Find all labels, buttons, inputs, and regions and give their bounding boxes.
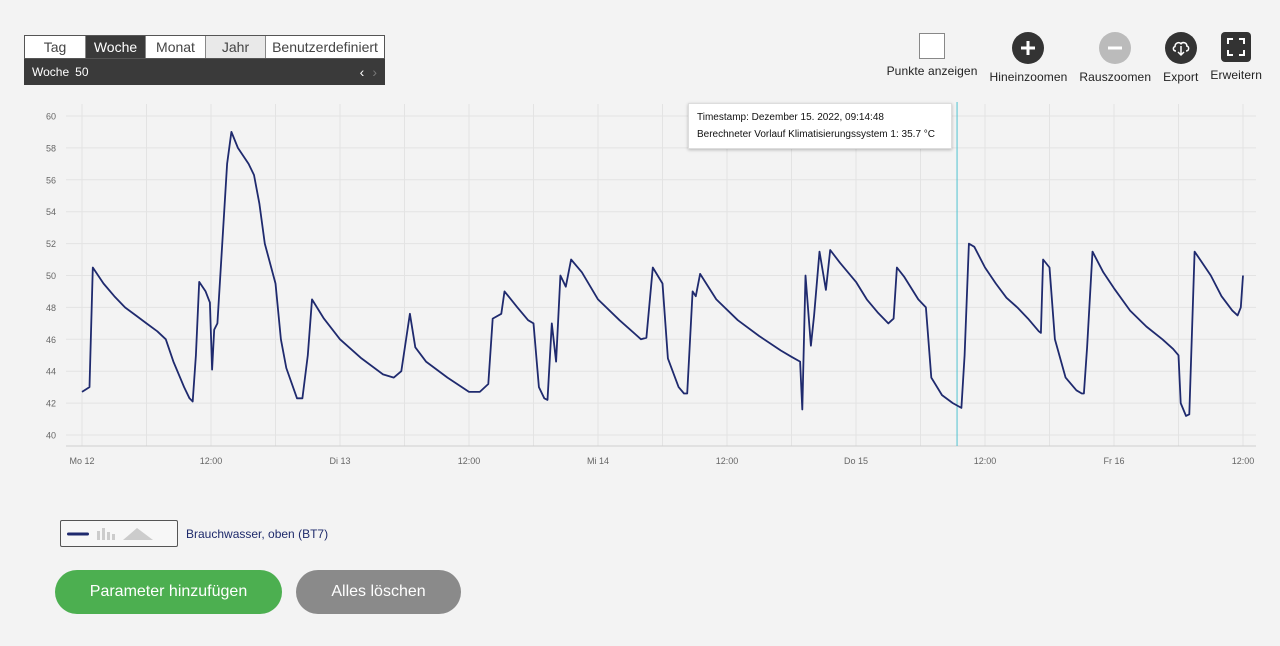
tab-month[interactable]: Monat: [146, 36, 206, 58]
expand-icon: [1221, 32, 1252, 62]
minus-icon: [1099, 32, 1132, 64]
plus-icon: [1012, 32, 1045, 64]
series-line: [81, 131, 1244, 417]
export-label: Export: [1163, 70, 1199, 84]
chevron-left-icon[interactable]: ‹: [359, 64, 365, 80]
x-tick-label: Do 15: [844, 456, 868, 466]
tooltip-timestamp: Timestamp: Dezember 15. 2022, 09:14:48: [697, 112, 884, 123]
week-navigator: Woche 50 ‹ ›: [24, 59, 385, 85]
x-tick-label: 12:00: [200, 456, 223, 466]
add-parameter-button[interactable]: Parameter hinzufügen: [55, 570, 282, 614]
range-tabs: Tag Woche Monat Jahr Benutzerdefiniert: [24, 35, 385, 59]
x-tick-label: 12:00: [974, 456, 997, 466]
chart-legend: Brauchwasser, oben (BT7): [60, 520, 328, 547]
tab-week[interactable]: Woche: [86, 36, 146, 58]
tooltip-value: Berechneter Vorlauf Klimatisierungssyste…: [697, 129, 935, 140]
y-tick-label: 60: [46, 112, 56, 122]
x-tick-label: 12:00: [1232, 456, 1255, 466]
y-tick-label: 42: [46, 399, 56, 409]
show-points-toggle[interactable]: Punkte anzeigen: [887, 32, 978, 84]
y-tick-label: 46: [46, 335, 56, 345]
chevron-right-icon[interactable]: ›: [372, 64, 377, 80]
chart-type-icons: [67, 527, 153, 540]
y-tick-label: 56: [46, 175, 56, 185]
chart-tooltip: Timestamp: Dezember 15. 2022, 09:14:48 B…: [688, 103, 952, 149]
tab-custom[interactable]: Benutzerdefiniert: [272, 39, 378, 55]
tab-year[interactable]: Jahr: [206, 36, 266, 58]
y-tick-label: 50: [46, 271, 56, 281]
y-tick-label: 44: [46, 367, 56, 377]
week-number: 50: [75, 65, 89, 79]
y-tick-label: 54: [46, 207, 56, 217]
range-selector: Tag Woche Monat Jahr Benutzerdefiniert W…: [24, 35, 385, 85]
expand-label: Erweitern: [1210, 68, 1262, 82]
checkbox-icon[interactable]: [919, 33, 946, 59]
line-chart[interactable]: 40 42 44 46 48 50 52 54 56 58 60 Mo 12 12:00 Di 13 12:…: [0, 100, 1280, 480]
export-button[interactable]: Export: [1163, 32, 1198, 84]
x-tick-label: Fr 16: [1103, 456, 1124, 466]
week-label: Woche: [32, 65, 70, 79]
cloud-download-icon: [1164, 32, 1197, 64]
x-tick-label: Mo 12: [69, 456, 94, 466]
show-points-label: Punkte anzeigen: [886, 64, 978, 78]
chart-toolbar: Punkte anzeigen Hineinzoomen Rauszoomen …: [887, 32, 1262, 84]
y-tick-label: 58: [46, 143, 56, 153]
x-tick-label: 12:00: [458, 456, 481, 466]
zoom-in-button[interactable]: Hineinzoomen: [989, 32, 1067, 84]
y-tick-label: 52: [46, 239, 56, 249]
zoom-out-button[interactable]: Rauszoomen: [1079, 32, 1151, 84]
expand-button[interactable]: Erweitern: [1210, 32, 1262, 84]
x-tick-label: 12:00: [716, 456, 739, 466]
y-tick-label: 48: [46, 303, 56, 313]
x-tick-label: Di 13: [329, 456, 350, 466]
tab-day[interactable]: Tag: [25, 36, 86, 58]
legend-style-toggle[interactable]: [60, 520, 178, 547]
zoom-in-label: Hineinzoomen: [989, 70, 1068, 84]
zoom-out-label: Rauszoomen: [1079, 70, 1152, 84]
clear-all-button[interactable]: Alles löschen: [296, 570, 461, 614]
legend-label: Brauchwasser, oben (BT7): [186, 526, 329, 541]
y-tick-label: 40: [46, 431, 56, 441]
x-tick-label: Mi 14: [587, 456, 609, 466]
